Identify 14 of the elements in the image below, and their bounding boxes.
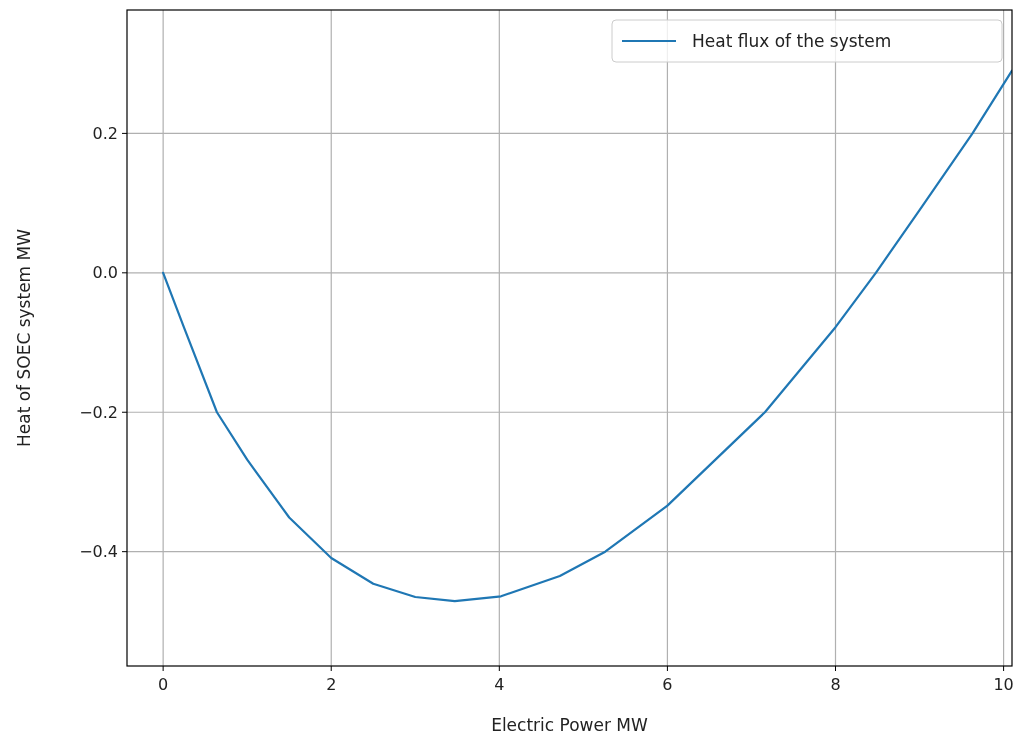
x-tick-label: 4 [494, 675, 505, 694]
y-tick-label: 0.0 [92, 263, 118, 283]
x-tick-label: 6 [662, 675, 673, 694]
x-tick-label: 8 [830, 675, 841, 694]
y-tick-label: −0.2 [79, 402, 118, 422]
x-tick-label: 2 [326, 675, 337, 694]
x-axis-title: Electric Power MW [491, 715, 649, 735]
y-tick-label: −0.4 [79, 542, 118, 562]
x-tick-label: 10 [993, 675, 1014, 694]
line-series [162, 69, 1012, 603]
y-tick-label: 0.2 [92, 123, 118, 143]
x-tick-label: 0 [158, 675, 169, 694]
y-axis-title: Heat of SOEC system MW [14, 228, 34, 448]
legend-label: Heat flux of the system [692, 30, 892, 51]
